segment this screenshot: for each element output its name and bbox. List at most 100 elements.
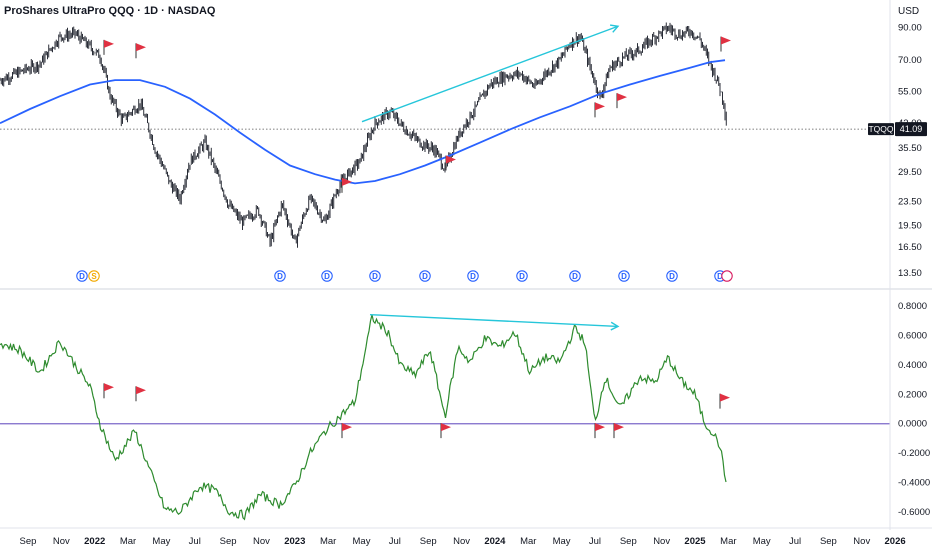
dividend-marker-icon[interactable]: D [516,270,528,282]
time-axis-tick: 2026 [885,536,906,547]
marker-circle [721,270,733,282]
dividend-marker-icon[interactable]: D [618,270,630,282]
price-axis-tick: 19.50 [898,220,922,231]
chart-title: ProShares UltraPro QQQ · 1D · NASDAQ [4,5,216,17]
dividend-marker-icon[interactable]: D [666,270,678,282]
marker-circle [419,270,431,282]
time-axis-tick: Sep [420,536,437,547]
marker-circle [467,270,479,282]
flag-icon [614,423,624,432]
flag-icon [136,386,146,395]
dividend-marker-icon[interactable]: D [419,270,431,282]
flag-icon [595,102,605,111]
flag-icon [720,393,730,402]
flag-icon [595,423,605,432]
currency-label: USD [898,6,920,17]
time-axis-tick: Nov [653,536,670,547]
oscillator-flag[interactable] [440,423,451,439]
time-axis-tick: 2023 [284,536,305,547]
price-axis-tick: 35.50 [898,143,922,154]
dividend-letter: D [277,272,283,281]
time-axis-tick: Jul [589,536,601,547]
price-axis-tick: 70.00 [898,55,922,66]
price-trendline-arrowhead [609,24,620,33]
oscillator-axis-tick: -0.2000 [898,448,930,459]
oscillator-flag[interactable] [613,423,624,439]
flag-icon [104,39,114,48]
oscillator-trendline-arrowhead [610,321,620,331]
marker-circle [88,270,100,282]
dividend-letter: D [422,272,428,281]
marker-circle [76,270,88,282]
oscillator-flag[interactable] [341,423,352,439]
price-axis-tick: 13.50 [898,268,922,279]
dividend-letter: D [669,272,675,281]
price-flag[interactable] [616,93,627,109]
time-axis-tick: Nov [853,536,870,547]
flag-icon [342,423,352,432]
split-letter: S [91,272,97,281]
dividend-marker-icon[interactable]: D [321,270,333,282]
dividend-marker-icon[interactable]: D [369,270,381,282]
badge-ticker: TQQQ [868,124,893,134]
earnings-marker-icon[interactable] [721,270,733,282]
marker-circle [666,270,678,282]
price-flag[interactable] [341,177,352,193]
dividend-marker-icon[interactable]: D [76,270,88,282]
price-trendline [361,25,619,123]
dividend-marker-icon[interactable]: D [274,270,286,282]
time-axis-tick: Jul [789,536,801,547]
price-axis-tick: 23.50 [898,196,922,207]
time-axis-tick: May [152,536,170,547]
dividend-letter: D [572,272,578,281]
oscillator-axis-tick: 0.6000 [898,330,927,341]
flag-icon [136,43,146,52]
dividend-letter: D [621,272,627,281]
dividend-marker-icon[interactable]: D [467,270,479,282]
price-flag[interactable] [720,36,731,52]
marker-circle [274,270,286,282]
time-axis-tick: Mar [520,536,536,547]
time-axis-tick: Mar [320,536,336,547]
badge-value: 41.09 [900,124,923,134]
oscillator-panel [0,313,890,521]
oscillator-flag[interactable] [135,386,146,402]
time-axis-tick: Nov [253,536,270,547]
marker-circle [618,270,630,282]
flag-icon [617,93,627,102]
time-axis-tick: 2022 [84,536,105,547]
flag-icon [721,36,731,45]
marker-circle [321,270,333,282]
time-axis-tick: 2025 [684,536,706,547]
flag-icon [446,155,456,164]
oscillator-axis-tick: -0.4000 [898,478,930,489]
dividend-letter: D [717,272,723,281]
time-axis-tick: Sep [220,536,237,547]
dividend-letter: D [372,272,378,281]
time-axis-tick: Jul [189,536,201,547]
time-axis-tick: Sep [20,536,37,547]
split-marker-icon[interactable]: S [88,270,100,282]
oscillator-axis-tick: -0.6000 [898,507,930,518]
oscillator-flag[interactable] [103,383,114,399]
price-flag[interactable] [103,39,114,55]
time-axis-tick: May [353,536,371,547]
time-axis-tick: May [553,536,571,547]
price-flag[interactable] [594,102,605,118]
price-flag[interactable] [445,155,456,171]
oscillator-axis-tick: 0.0000 [898,419,927,430]
dividend-marker-icon[interactable]: D [569,270,581,282]
price-axis-tick: 29.50 [898,167,922,178]
time-axis-tick: Mar [120,536,136,547]
oscillator-flag[interactable] [594,423,605,439]
oscillator-trendline [369,313,619,328]
dividend-letter: D [519,272,525,281]
oscillator-flag[interactable] [719,393,730,409]
flag-icon [104,383,114,392]
time-axis-tick: 2024 [484,536,506,547]
price-flag[interactable] [135,43,146,59]
time-axis-tick: Sep [620,536,637,547]
marker-circle [569,270,581,282]
